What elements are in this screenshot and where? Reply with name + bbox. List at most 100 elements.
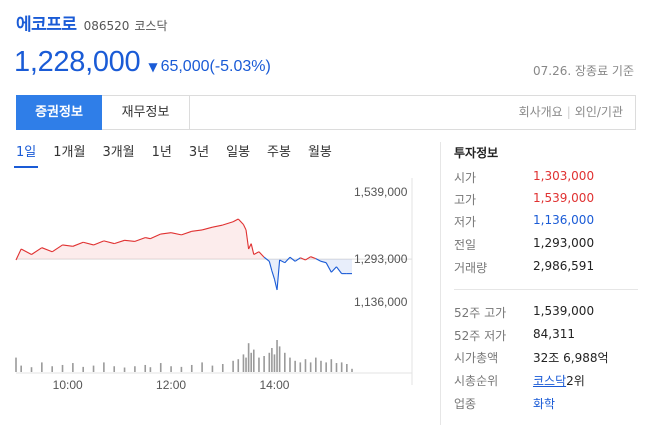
- info-label: 52주 저가: [454, 329, 507, 343]
- price-area-segment: [243, 224, 247, 260]
- volume-bar: [82, 366, 84, 372]
- volume-bar: [247, 343, 250, 372]
- price-line-segment: [284, 256, 291, 264]
- price-line-segment: [31, 247, 43, 255]
- price-line-segment: [271, 270, 275, 280]
- price-line-segment: [276, 259, 281, 291]
- info-divider: [454, 289, 638, 290]
- volume-bar: [15, 357, 17, 372]
- price-line-segment: [114, 239, 125, 245]
- price-line-segment: [237, 218, 244, 225]
- tab-securities-info[interactable]: 증권정보: [16, 95, 102, 130]
- info-row-high: 고가 1,539,000: [454, 191, 638, 213]
- volume-bar: [278, 346, 281, 372]
- intraday-chart[interactable]: 1,539,000 1,293,000 1,136,000 10:00 12:00 14:…: [0, 170, 430, 425]
- info-row-volume: 거래량 2,986,591: [454, 259, 638, 281]
- price-area-segment: [145, 237, 151, 260]
- period-weekly-candle[interactable]: 주봉: [267, 145, 291, 160]
- info-label: 시가: [454, 171, 477, 185]
- price-area-segment: [52, 244, 63, 260]
- volume-bar: [51, 366, 53, 372]
- industry-link[interactable]: 화학: [533, 397, 556, 411]
- price-line-segment: [289, 256, 296, 262]
- tab-financial-info[interactable]: 재무정보: [102, 95, 190, 130]
- period-3y[interactable]: 3년: [188, 145, 210, 160]
- volume-bar: [284, 352, 286, 372]
- down-arrow-icon: ▼: [148, 60, 158, 74]
- info-label: 52주 고가: [454, 306, 507, 320]
- period-daily-candle[interactable]: 일봉: [226, 145, 251, 160]
- x-tick-label: 12:00: [156, 378, 186, 392]
- price-area-segment: [124, 240, 135, 260]
- price-line-segment: [124, 239, 135, 242]
- current-price: 1,228,000: [14, 46, 141, 78]
- info-value: 1,539,000: [533, 191, 595, 205]
- volume-bar: [180, 366, 183, 372]
- price-row: 1,228,000 ▼ 65,000(-5.03%): [14, 46, 271, 79]
- volume-bar: [346, 364, 348, 372]
- price-line-segment: [181, 230, 192, 236]
- info-value: 1,293,000: [533, 236, 595, 250]
- price-area-segment: [191, 229, 203, 260]
- price-change: 65,000(-5.03%): [160, 58, 271, 75]
- price-line-segment: [245, 229, 250, 250]
- company-overview-link[interactable]: 회사개요: [518, 105, 563, 119]
- price-line-segment: [160, 232, 172, 235]
- price-line-segment: [310, 256, 317, 260]
- price-area-segment: [93, 240, 104, 260]
- price-area-segment: [238, 219, 244, 260]
- period-1y[interactable]: 1년: [151, 145, 172, 160]
- info-value: 2,986,591: [533, 259, 595, 273]
- info-tabbar: 증권정보 재무정보 회사개요 | 외인/기관: [16, 95, 636, 130]
- volume-bar: [268, 352, 271, 372]
- price-area-segment: [181, 231, 192, 260]
- info-row-open: 시가 1,303,000: [454, 169, 638, 191]
- volume-bar: [315, 357, 317, 372]
- period-1m[interactable]: 1개월: [53, 145, 86, 160]
- link-separator: |: [566, 105, 571, 119]
- price-area-segment: [274, 259, 278, 290]
- price-line-segment: [325, 262, 332, 273]
- volume-bar: [232, 360, 234, 372]
- investment-info-title: 투자정보: [454, 146, 499, 160]
- price-area-segment: [83, 242, 94, 260]
- volume-bar: [30, 367, 33, 372]
- stock-name[interactable]: 에코프로: [16, 15, 77, 35]
- price-area-segment: [41, 247, 53, 260]
- period-3m[interactable]: 3개월: [102, 145, 135, 160]
- price-line-segment: [191, 229, 203, 232]
- info-row-market-cap: 시가총액 32조 6,988억: [454, 349, 638, 371]
- price-line-segment: [212, 224, 223, 228]
- info-label: 거래량: [454, 261, 488, 275]
- price-area-segment: [72, 242, 84, 260]
- price-area-segment: [233, 219, 239, 260]
- price-area-segment: [222, 221, 234, 260]
- volume-bar: [20, 365, 22, 372]
- info-value: 1,136,000: [533, 213, 595, 227]
- price-area-segment: [114, 240, 125, 260]
- price-area-segment: [271, 259, 275, 280]
- price-area-segment: [336, 259, 342, 274]
- price-area-segment: [346, 259, 352, 274]
- price-line-segment: [15, 248, 22, 261]
- volume-bar: [258, 357, 260, 372]
- cap-rank-market-link[interactable]: 코스닥: [533, 374, 567, 388]
- volume-bar: [304, 359, 307, 372]
- price-line-segment: [41, 247, 53, 253]
- info-value: 1,539,000: [533, 304, 595, 318]
- tab-links: 회사개요 | 외인/기관: [519, 96, 623, 129]
- price-line-segment: [320, 260, 327, 264]
- price-line-segment: [134, 237, 146, 242]
- volume-bar: [335, 363, 338, 372]
- price-line-segment: [273, 278, 278, 291]
- period-1d[interactable]: 1일: [13, 144, 39, 168]
- cap-rank-value: 2위: [566, 374, 585, 388]
- foreign-institution-link[interactable]: 외인/기관: [574, 105, 623, 119]
- price-line-segment: [300, 257, 306, 261]
- price-area-segment: [62, 244, 73, 260]
- period-monthly-candle[interactable]: 월봉: [307, 145, 332, 160]
- market-status: 07.26. 장종료 기준: [533, 64, 634, 78]
- price-area-segment: [134, 237, 146, 260]
- info-value: 1,303,000: [533, 169, 595, 183]
- price-area-segment: [331, 259, 337, 273]
